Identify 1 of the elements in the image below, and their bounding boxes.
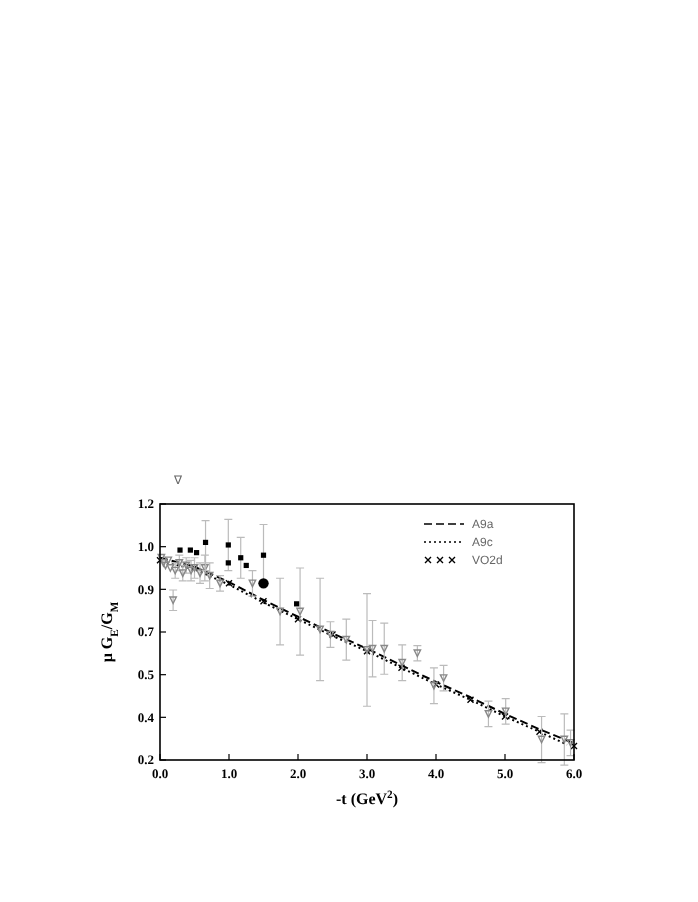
x-axis-title: -t (GeV$^{2}$)	[335, 790, 399, 808]
